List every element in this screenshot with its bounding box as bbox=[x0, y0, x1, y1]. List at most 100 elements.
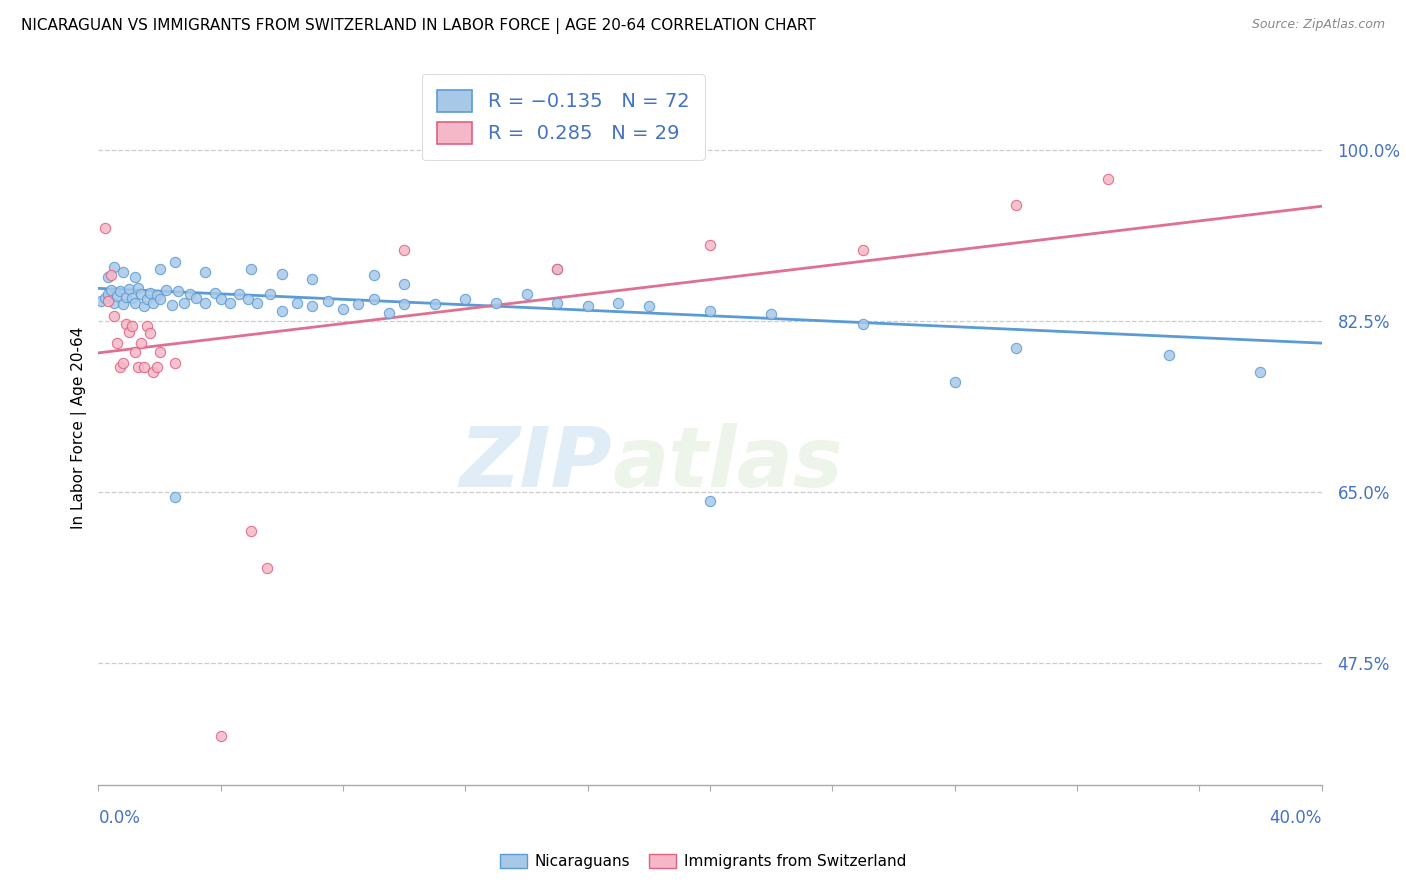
Point bbox=[124, 269, 146, 284]
Point bbox=[194, 265, 217, 279]
Point bbox=[136, 292, 159, 306]
Point bbox=[100, 268, 122, 282]
Text: 0.0%: 0.0% bbox=[98, 809, 141, 828]
Point bbox=[256, 561, 278, 575]
Point bbox=[105, 289, 128, 303]
Point bbox=[103, 296, 125, 310]
Point bbox=[100, 283, 122, 297]
Point bbox=[124, 345, 146, 359]
Point bbox=[149, 345, 172, 359]
Point bbox=[149, 261, 172, 276]
Point bbox=[155, 283, 177, 297]
Point bbox=[699, 303, 721, 318]
Point bbox=[93, 291, 115, 305]
Point bbox=[139, 326, 162, 341]
Point bbox=[163, 255, 186, 269]
Point bbox=[259, 287, 281, 301]
Point bbox=[111, 356, 134, 370]
Point bbox=[129, 336, 152, 351]
Point bbox=[163, 356, 186, 370]
Point bbox=[145, 288, 167, 302]
Point bbox=[347, 297, 370, 311]
Point bbox=[186, 291, 208, 305]
Point bbox=[1157, 348, 1180, 362]
Point bbox=[105, 336, 128, 351]
Point bbox=[121, 318, 143, 333]
Point bbox=[118, 326, 141, 340]
Point bbox=[108, 285, 131, 299]
Text: atlas: atlas bbox=[612, 424, 842, 504]
Point bbox=[454, 292, 477, 306]
Point bbox=[943, 375, 966, 389]
Point bbox=[194, 296, 217, 310]
Point bbox=[516, 287, 538, 301]
Point bbox=[111, 265, 134, 279]
Point bbox=[546, 261, 568, 276]
Point bbox=[103, 309, 125, 323]
Point bbox=[270, 303, 292, 318]
Point bbox=[134, 359, 156, 374]
Point bbox=[108, 359, 131, 374]
Legend: Nicaraguans, Immigrants from Switzerland: Nicaraguans, Immigrants from Switzerland bbox=[494, 848, 912, 875]
Point bbox=[129, 287, 152, 301]
Point bbox=[103, 260, 125, 274]
Point bbox=[1249, 366, 1271, 380]
Point bbox=[136, 318, 159, 333]
Point bbox=[485, 296, 508, 310]
Point bbox=[392, 244, 416, 258]
Point bbox=[270, 267, 292, 281]
Point bbox=[699, 238, 721, 252]
Point bbox=[240, 261, 263, 276]
Point bbox=[546, 261, 568, 276]
Point bbox=[363, 292, 385, 306]
Point bbox=[301, 299, 323, 313]
Point bbox=[97, 269, 120, 284]
Point bbox=[142, 366, 165, 380]
Point bbox=[759, 307, 782, 321]
Point bbox=[852, 244, 875, 258]
Point bbox=[115, 317, 138, 331]
Point bbox=[285, 296, 308, 310]
Point bbox=[163, 490, 186, 504]
Text: NICARAGUAN VS IMMIGRANTS FROM SWITZERLAND IN LABOR FORCE | AGE 20-64 CORRELATION: NICARAGUAN VS IMMIGRANTS FROM SWITZERLAN… bbox=[21, 18, 815, 34]
Point bbox=[134, 299, 156, 313]
Text: ZIP: ZIP bbox=[460, 424, 612, 504]
Point bbox=[607, 296, 630, 310]
Point bbox=[97, 287, 120, 301]
Point bbox=[139, 286, 162, 301]
Point bbox=[121, 291, 143, 305]
Point bbox=[852, 317, 875, 331]
Point bbox=[115, 290, 138, 304]
Point bbox=[219, 296, 242, 310]
Point bbox=[97, 294, 120, 309]
Point bbox=[363, 268, 385, 282]
Point bbox=[173, 296, 195, 310]
Point bbox=[111, 297, 134, 311]
Point bbox=[127, 281, 149, 295]
Point bbox=[228, 287, 250, 301]
Point bbox=[699, 494, 721, 508]
Point bbox=[637, 299, 661, 313]
Point bbox=[1097, 172, 1119, 186]
Point bbox=[1004, 198, 1026, 212]
Point bbox=[238, 292, 260, 306]
Legend: R = −0.135   N = 72, R =  0.285   N = 29: R = −0.135 N = 72, R = 0.285 N = 29 bbox=[422, 74, 704, 160]
Point bbox=[546, 296, 568, 310]
Point bbox=[142, 296, 165, 310]
Point bbox=[392, 297, 416, 311]
Point bbox=[167, 285, 190, 299]
Point bbox=[93, 220, 115, 235]
Point bbox=[145, 359, 167, 374]
Point bbox=[1004, 341, 1026, 355]
Point bbox=[246, 296, 269, 310]
Point bbox=[392, 277, 416, 292]
Point bbox=[127, 359, 149, 374]
Point bbox=[160, 298, 183, 312]
Point bbox=[332, 301, 354, 316]
Point bbox=[209, 729, 232, 743]
Text: Source: ZipAtlas.com: Source: ZipAtlas.com bbox=[1251, 18, 1385, 31]
Point bbox=[204, 286, 226, 301]
Point bbox=[240, 524, 263, 538]
Point bbox=[378, 306, 401, 320]
Point bbox=[316, 294, 339, 309]
